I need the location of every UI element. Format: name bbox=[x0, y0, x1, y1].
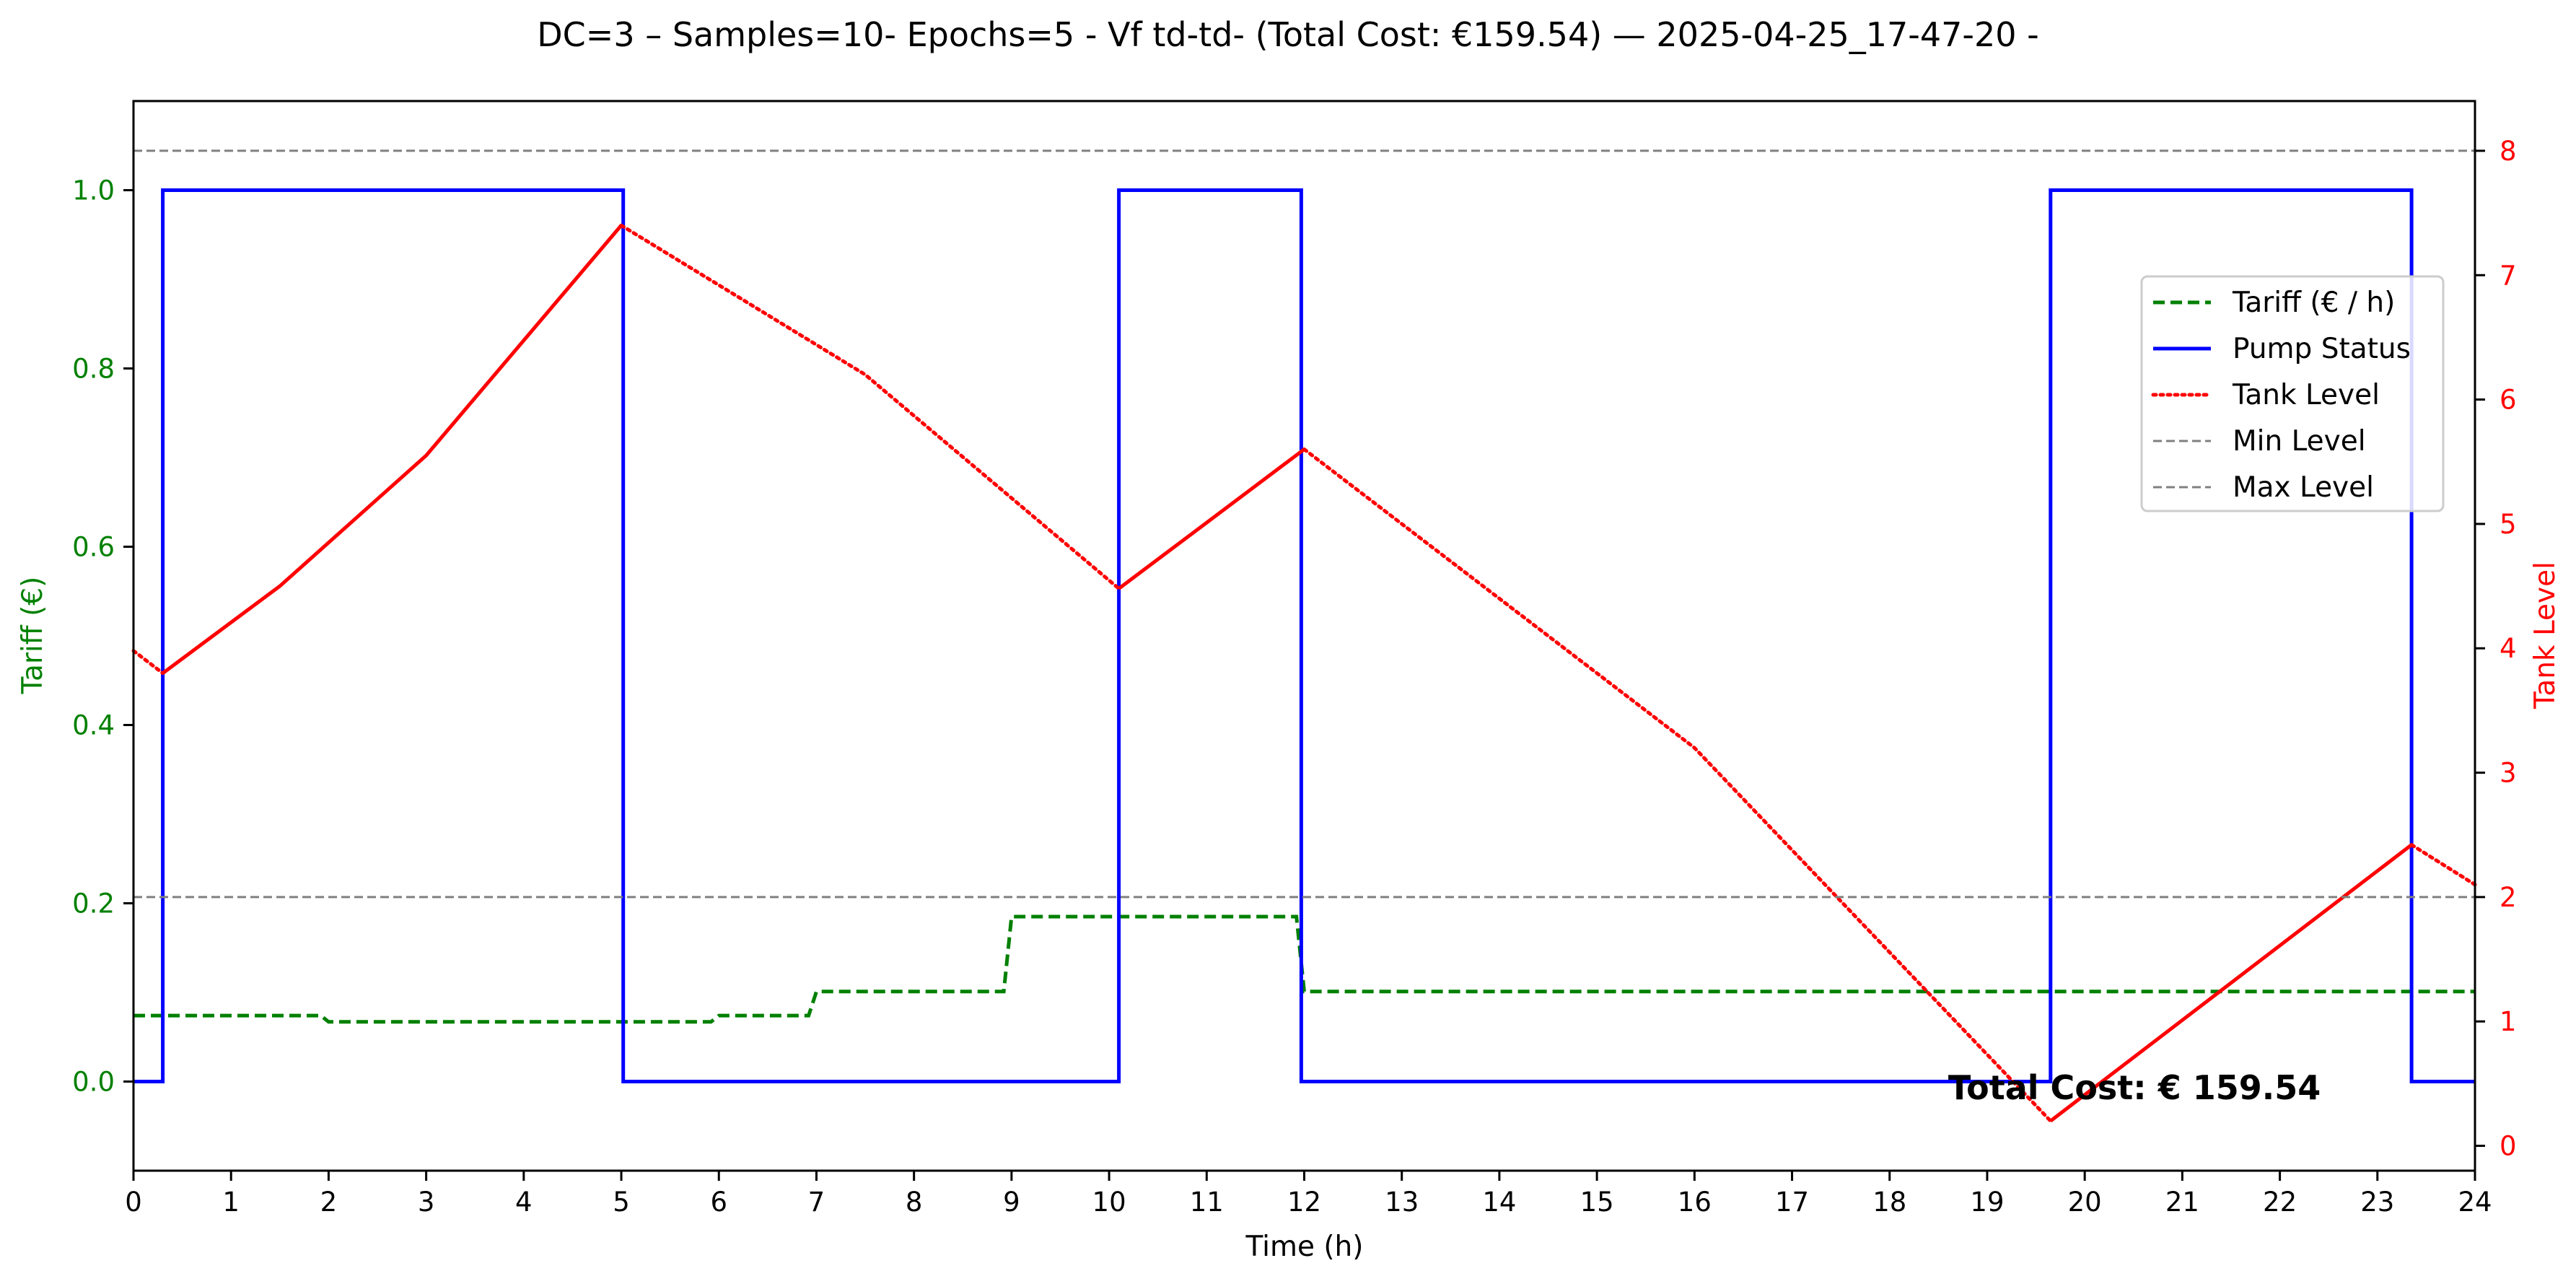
y-tick-label-left: 0.6 bbox=[72, 532, 115, 563]
x-tick-label: 17 bbox=[1775, 1187, 1809, 1218]
x-tick-label: 9 bbox=[1003, 1187, 1020, 1218]
x-tick-label: 22 bbox=[2263, 1187, 2297, 1218]
legend-entry: Tariff (€ / h) bbox=[2232, 287, 2395, 319]
y-tick-label-right: 6 bbox=[2500, 385, 2517, 416]
x-tick-label: 12 bbox=[1287, 1187, 1321, 1218]
series-tank-level-segment-4 bbox=[1302, 447, 2053, 1123]
x-tick-label: 2 bbox=[320, 1187, 338, 1218]
y-tick-label-left: 0.4 bbox=[72, 710, 115, 741]
y-tick-label-right: 8 bbox=[2500, 136, 2517, 167]
axes-layer: 0 1 2 3 4 5 6 7 8 9 10 11 12 13 14 15 16 17 18 19 20 21 22 23 24… bbox=[72, 100, 2517, 1218]
y-tick-label-right: 4 bbox=[2500, 633, 2517, 664]
legend-box bbox=[2140, 275, 2445, 512]
x-tick-label: 3 bbox=[418, 1187, 435, 1218]
x-tick-label: 15 bbox=[1580, 1187, 1614, 1218]
series-tank-level-segment-6 bbox=[2409, 843, 2477, 887]
y-tick-label-right: 2 bbox=[2500, 882, 2517, 913]
x-axis-label: Time (h) bbox=[1245, 1231, 1364, 1263]
x-tick-label: 20 bbox=[2068, 1187, 2102, 1218]
legend-entry: Pump Status bbox=[2233, 333, 2411, 365]
series-layer bbox=[131, 149, 2477, 1123]
chart-title: DC=3 – Samples=10- Epochs=5 - Vf td-td- … bbox=[537, 15, 2039, 54]
y-tick-label-left: 0.0 bbox=[72, 1067, 115, 1098]
series-tariff-h bbox=[133, 914, 2475, 1024]
x-tick-label: 11 bbox=[1190, 1187, 1224, 1218]
x-tick-label: 1 bbox=[222, 1187, 240, 1218]
series-tank-level-segment-5 bbox=[2049, 843, 2413, 1123]
y-axis-label-right: Tank Level bbox=[2529, 562, 2562, 709]
x-tick-label: 10 bbox=[1092, 1187, 1126, 1218]
series-pump-status bbox=[133, 188, 2475, 1083]
legend-entry: Min Level bbox=[2233, 425, 2366, 458]
x-tick-label: 8 bbox=[906, 1187, 923, 1218]
series-tank-level-segment-2 bbox=[619, 223, 1121, 590]
series-tank-level-segment-0 bbox=[131, 649, 165, 676]
x-tick-label: 6 bbox=[710, 1187, 727, 1218]
plot-frame bbox=[132, 100, 2476, 1172]
x-tick-label: 16 bbox=[1678, 1187, 1712, 1218]
x-tick-label: 23 bbox=[2360, 1187, 2394, 1218]
y-tick-label-right: 3 bbox=[2500, 758, 2517, 789]
y-tick-label-right: 5 bbox=[2500, 509, 2517, 540]
x-tick-label: 4 bbox=[515, 1187, 533, 1218]
series-tank-level-segment-3 bbox=[1118, 447, 1306, 590]
legend: Tariff (€ / h) Pump Status Tank Level Min L… bbox=[2140, 275, 2445, 512]
legend-entry: Tank Level bbox=[2232, 379, 2380, 411]
series-tank-level-segment-1 bbox=[162, 224, 623, 675]
x-tick-label: 24 bbox=[2458, 1187, 2492, 1218]
y-tick-label-right: 0 bbox=[2500, 1131, 2517, 1162]
x-tick-label: 5 bbox=[613, 1187, 630, 1218]
x-tick-label: 0 bbox=[125, 1187, 142, 1218]
x-tick-label: 13 bbox=[1385, 1187, 1419, 1218]
y-tick-label-right: 7 bbox=[2500, 260, 2517, 291]
x-tick-label: 21 bbox=[2165, 1187, 2199, 1218]
y-tick-label-right: 1 bbox=[2500, 1006, 2517, 1037]
y-tick-label-left: 1.0 bbox=[72, 175, 115, 206]
legend-entry: Max Level bbox=[2233, 471, 2374, 504]
y-tick-label-left: 0.8 bbox=[72, 354, 115, 385]
x-tick-label: 14 bbox=[1482, 1187, 1516, 1218]
x-tick-label: 19 bbox=[1970, 1187, 2004, 1218]
total-cost-annotation: Total Cost: € 159.54 bbox=[1948, 1068, 2321, 1107]
x-tick-label: 18 bbox=[1872, 1187, 1906, 1218]
y-axis-label-left: Tariff (€) bbox=[17, 577, 49, 695]
x-tick-label: 7 bbox=[808, 1187, 825, 1218]
y-tick-label-left: 0.2 bbox=[72, 888, 115, 920]
